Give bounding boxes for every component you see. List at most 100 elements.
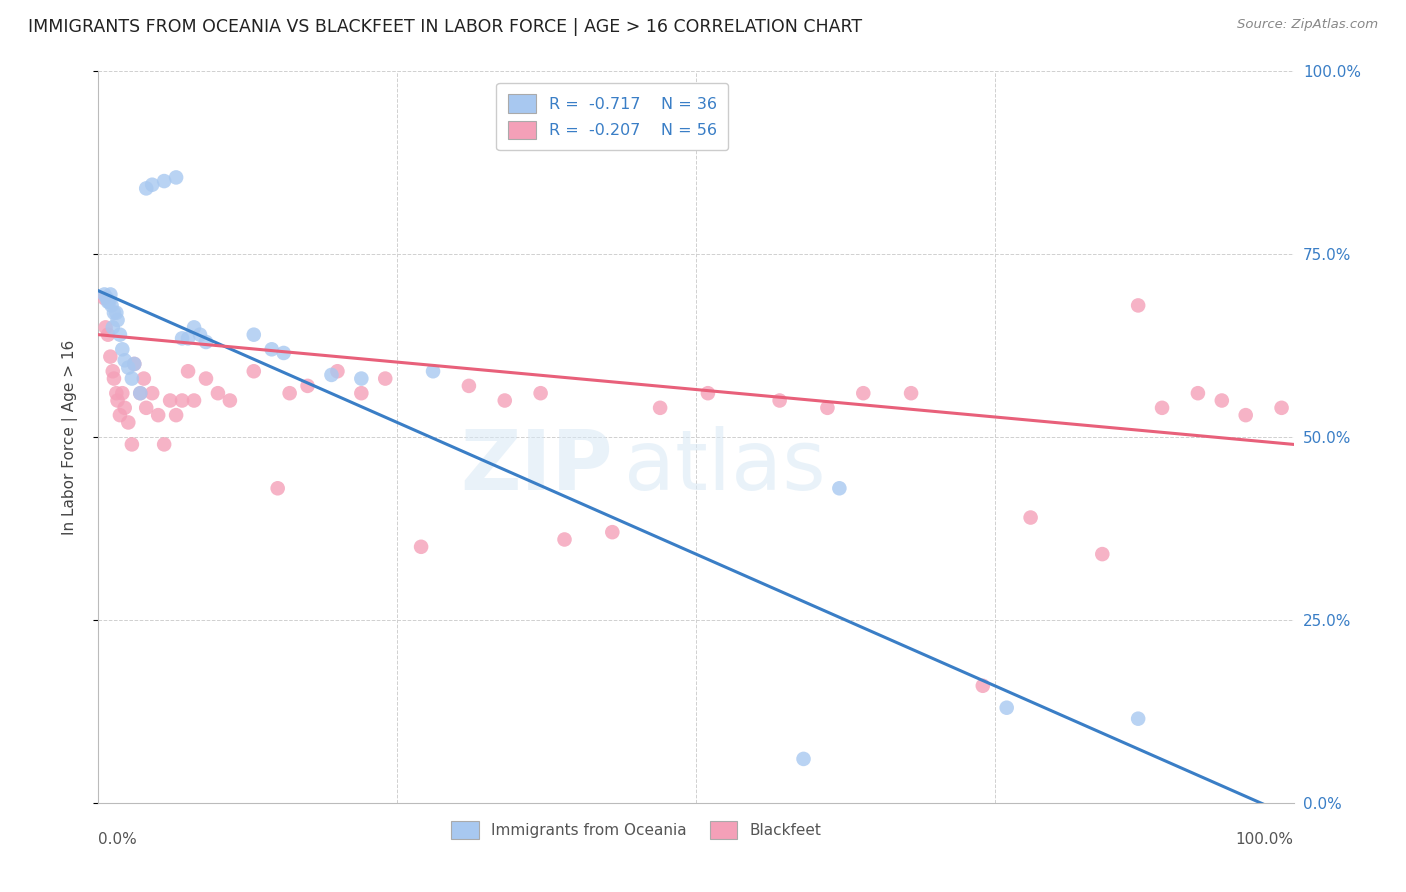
Y-axis label: In Labor Force | Age > 16: In Labor Force | Age > 16 [62,340,77,534]
Point [260,343,283,357]
Point [141,386,163,401]
Point [97,327,120,342]
Point [278,386,301,401]
Point [219,393,242,408]
Point [852,386,875,401]
Point [297,379,319,393]
Point [96,291,118,305]
Point [1271,401,1294,415]
Point [972,679,994,693]
Point [350,371,373,385]
Point [326,364,349,378]
Point [648,401,672,415]
Point [117,416,139,430]
Point [243,364,266,378]
Point [141,178,163,192]
Point [1152,401,1174,415]
Text: 0.0%: 0.0% [98,832,138,847]
Text: atlas: atlas [624,425,825,507]
Point [153,437,176,451]
Point [494,393,516,408]
Point [411,540,433,554]
Point [188,327,211,342]
Point [900,386,922,401]
Legend: Immigrants from Oceania, Blackfeet: Immigrants from Oceania, Blackfeet [444,814,828,847]
Point [114,401,136,415]
Point [107,313,129,327]
Point [177,364,200,378]
Point [135,181,157,195]
Point [101,320,124,334]
Point [165,170,187,185]
Point [267,481,290,495]
Point [105,306,128,320]
Point [103,306,125,320]
Point [98,294,121,309]
Point [1211,393,1233,408]
Point [101,364,124,378]
Point [374,371,396,385]
Point [114,353,136,368]
Point [121,371,143,385]
Point [121,437,143,451]
Point [129,386,152,401]
Point [105,386,128,401]
Point [530,386,553,401]
Point [1019,510,1042,524]
Point [172,331,194,345]
Point [195,334,218,349]
Point [100,298,122,312]
Point [1128,712,1150,726]
Point [793,752,815,766]
Point [243,327,266,342]
Point [124,357,146,371]
Point [159,393,181,408]
Point [602,525,624,540]
Point [111,343,134,357]
Point [132,371,155,385]
Point [995,700,1018,714]
Point [165,408,187,422]
Point [172,393,194,408]
Point [321,368,343,382]
Point [117,360,139,375]
Point [153,174,176,188]
Point [94,320,117,334]
Point [98,287,122,301]
Point [273,346,295,360]
Point [97,294,120,309]
Point [177,331,200,345]
Point [111,386,134,401]
Point [697,386,720,401]
Point [103,371,125,385]
Text: 100.0%: 100.0% [1236,832,1294,847]
Point [1128,298,1150,312]
Text: ZIP: ZIP [460,425,613,507]
Point [1187,386,1209,401]
Point [108,408,131,422]
Point [93,287,115,301]
Point [350,386,373,401]
Point [458,379,481,393]
Text: IMMIGRANTS FROM OCEANIA VS BLACKFEET IN LABOR FORCE | AGE > 16 CORRELATION CHART: IMMIGRANTS FROM OCEANIA VS BLACKFEET IN … [28,18,862,36]
Point [183,393,205,408]
Point [554,533,576,547]
Point [768,393,790,408]
Text: Source: ZipAtlas.com: Source: ZipAtlas.com [1237,18,1378,31]
Point [815,401,838,415]
Point [207,386,229,401]
Point [98,350,122,364]
Point [148,408,170,422]
Point [124,357,146,371]
Point [828,481,851,495]
Point [108,327,131,342]
Point [129,386,152,401]
Point [1234,408,1257,422]
Point [1091,547,1114,561]
Point [183,320,205,334]
Point [135,401,157,415]
Point [195,371,218,385]
Point [422,364,444,378]
Point [93,291,115,305]
Point [107,393,129,408]
